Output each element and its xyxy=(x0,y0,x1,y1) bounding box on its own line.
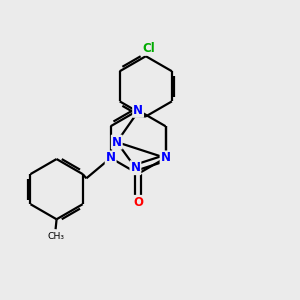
Text: Cl: Cl xyxy=(142,42,155,55)
Text: N: N xyxy=(106,152,116,164)
Text: N: N xyxy=(160,152,171,164)
Text: N: N xyxy=(130,161,140,174)
Text: N: N xyxy=(112,136,122,148)
Text: O: O xyxy=(133,196,143,209)
Text: CH₃: CH₃ xyxy=(47,232,64,241)
Text: N: N xyxy=(133,104,143,117)
